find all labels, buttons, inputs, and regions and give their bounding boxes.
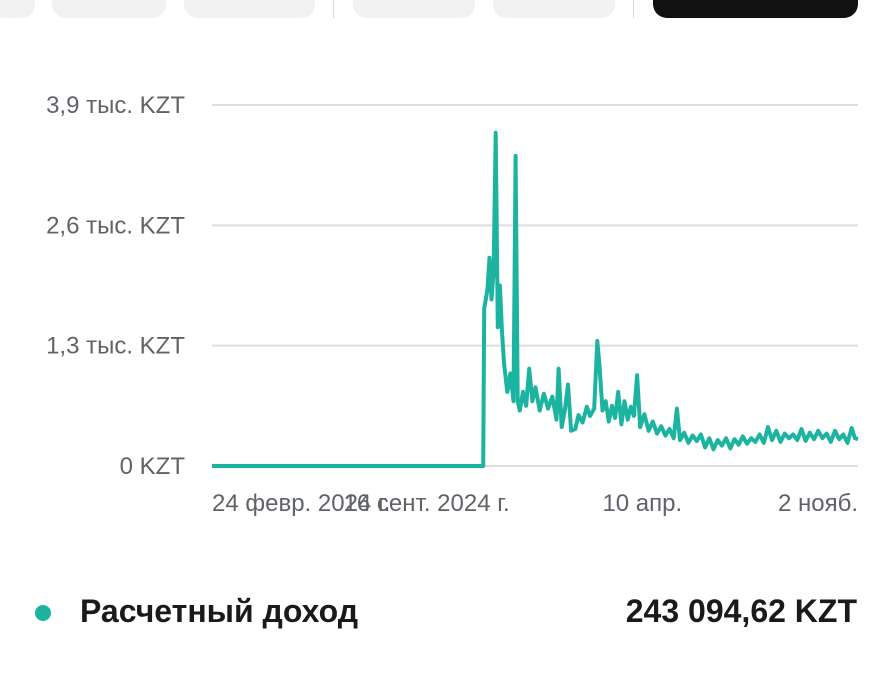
line-chart: 0 KZT 1,3 тыс. KZT 2,6 тыс. KZT 3,9 тыс. KZ…	[46, 92, 859, 517]
x-tick-label: 24 февр. 2024 г.	[212, 490, 390, 517]
legend-dot	[35, 605, 51, 621]
x-tick-label: 16 сент. 2024 г.	[344, 490, 510, 517]
legend-label: Расчетный доход	[80, 593, 359, 629]
tab-separator	[633, 0, 634, 18]
tab-active[interactable]	[653, 0, 858, 18]
tab-1[interactable]	[0, 0, 35, 18]
tab-bar	[0, 0, 893, 30]
legend: Расчетный доход 243 094,62 KZT	[0, 585, 893, 645]
tab-separator	[333, 0, 334, 18]
y-tick-label: 0 KZT	[120, 453, 186, 480]
tab-3[interactable]	[184, 0, 315, 18]
y-tick-label: 2,6 тыс. KZT	[46, 212, 185, 239]
series-line	[212, 130, 859, 468]
tab-2[interactable]	[52, 0, 166, 18]
tab-5[interactable]	[493, 0, 615, 18]
x-tick-label: 10 апр.	[602, 490, 682, 517]
x-tick-label: 2 нояб.	[778, 490, 858, 517]
legend-value: 243 094,62 KZT	[625, 593, 857, 629]
y-tick-label: 1,3 тыс. KZT	[46, 333, 185, 360]
revenue-chart: 0 KZT 1,3 тыс. KZT 2,6 тыс. KZT 3,9 тыс. KZ…	[0, 60, 893, 540]
tab-4[interactable]	[353, 0, 475, 18]
y-tick-label: 3,9 тыс. KZT	[46, 92, 185, 119]
